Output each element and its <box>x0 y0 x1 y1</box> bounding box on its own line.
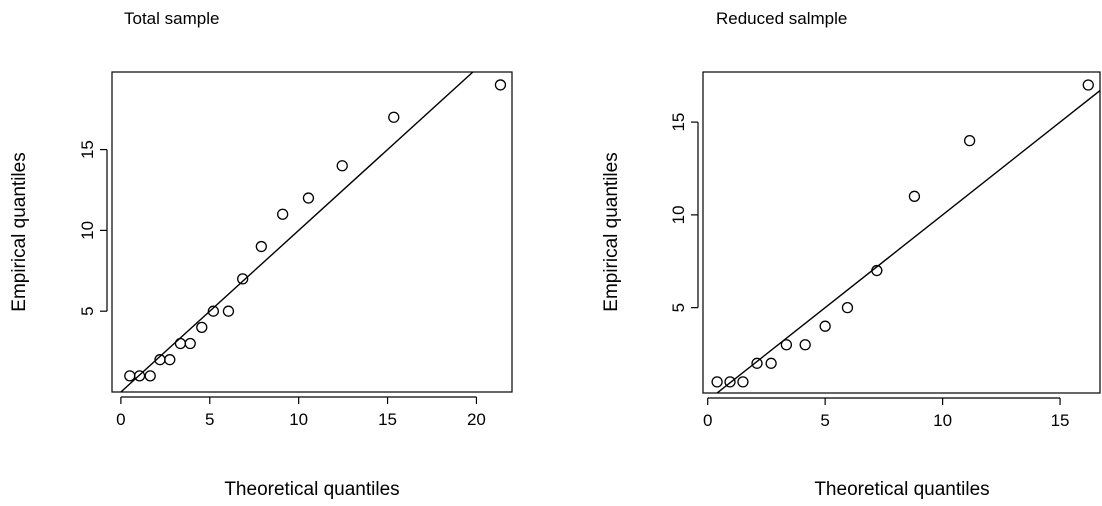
chart-title: Total sample <box>124 9 219 28</box>
data-point <box>164 354 176 366</box>
x-tick-label: 10 <box>289 410 308 429</box>
plot-area <box>711 79 1100 393</box>
data-point <box>1082 79 1094 91</box>
data-point <box>133 370 146 382</box>
x-tick-label: 0 <box>703 411 712 430</box>
data-point <box>765 357 777 369</box>
reference-line <box>119 72 474 392</box>
data-point <box>144 370 156 382</box>
x-tick-label: 5 <box>820 411 829 430</box>
y-tick-label: 10 <box>78 221 97 240</box>
plot-frame <box>702 71 1101 394</box>
data-point <box>841 301 854 314</box>
data-point <box>302 192 315 204</box>
y-axis: 5 10 15 <box>669 113 699 312</box>
x-axis: 0 5 10 15 20 <box>116 396 486 429</box>
data-point <box>277 208 289 220</box>
data-point <box>207 305 219 317</box>
data-point <box>237 273 249 285</box>
x-tick-label: 20 <box>467 410 486 429</box>
qq-plot-total-sample: Total sample 0 5 10 15 20 5 10 15 Theoretical … <box>9 9 513 500</box>
x-axis-label: Theoretical quantiles <box>814 479 989 500</box>
x-tick-label: 15 <box>1051 411 1070 430</box>
y-tick-label: 15 <box>78 140 97 159</box>
data-point <box>724 376 736 388</box>
x-axis: 0 5 10 15 <box>703 397 1070 430</box>
y-tick-label: 5 <box>78 306 97 315</box>
y-tick-label: 10 <box>669 205 688 224</box>
data-point <box>711 376 723 388</box>
x-tick-label: 15 <box>378 410 397 429</box>
plot-frame <box>111 71 513 393</box>
data-point <box>963 135 976 147</box>
qq-plot-reduced-sample: Reduced salmple 0 5 10 15 5 10 15 Theoretical… <box>601 9 1101 500</box>
y-tick-label: 15 <box>669 113 688 132</box>
data-point <box>336 160 348 172</box>
data-point <box>780 339 793 351</box>
data-point <box>751 357 763 369</box>
data-point <box>494 79 507 91</box>
data-point <box>799 339 811 351</box>
y-tick-label: 5 <box>669 303 688 312</box>
chart-title: Reduced salmple <box>716 9 847 28</box>
data-point <box>124 370 136 382</box>
data-point <box>174 337 187 350</box>
data-point <box>196 321 208 334</box>
data-point <box>737 376 749 388</box>
y-axis-label: Empirical quantiles <box>9 152 30 311</box>
data-point <box>871 264 883 277</box>
data-point <box>184 337 196 350</box>
y-axis-label: Empirical quantiles <box>601 152 622 311</box>
x-axis-label: Theoretical quantiles <box>224 479 399 500</box>
data-point <box>255 240 267 253</box>
plot-area <box>119 72 507 392</box>
data-point <box>908 190 921 202</box>
y-axis: 5 10 15 <box>78 140 108 316</box>
x-tick-label: 5 <box>205 410 214 429</box>
data-point <box>819 320 831 332</box>
x-tick-label: 10 <box>933 411 952 430</box>
data-point <box>388 111 400 123</box>
data-point <box>222 305 235 317</box>
reference-line <box>715 90 1100 393</box>
x-tick-label: 0 <box>116 410 125 429</box>
